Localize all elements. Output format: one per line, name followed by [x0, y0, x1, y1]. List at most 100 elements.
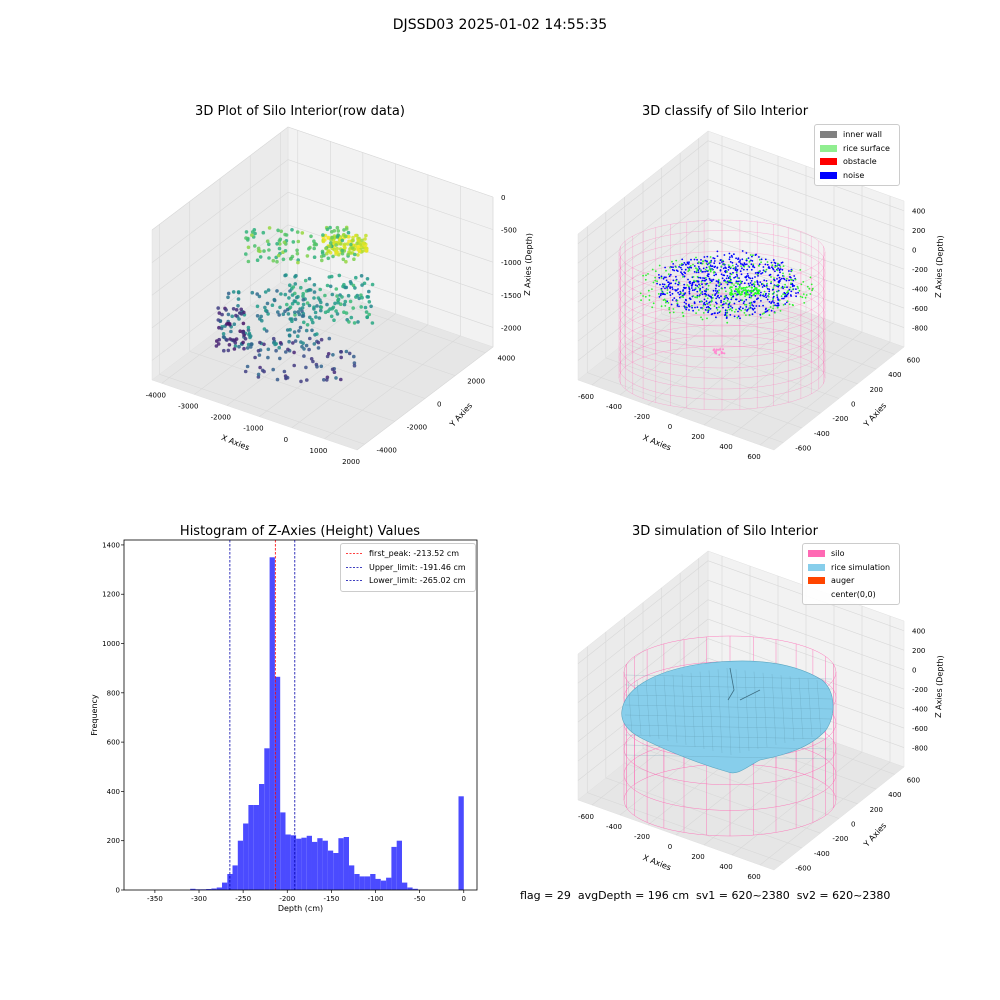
raw-point: [306, 288, 311, 293]
raw-scatter-z-tick-label: -1000: [501, 259, 521, 267]
mesh-line: [627, 681, 633, 734]
rice-surface-point: [707, 269, 710, 272]
noise-point: [719, 269, 722, 271]
rice-surface-point: [748, 260, 751, 263]
raw-point: [295, 251, 300, 256]
rice-surface-point: [773, 285, 775, 287]
noise-point: [793, 275, 796, 277]
noise-point: [720, 273, 723, 276]
raw-point: [246, 328, 251, 332]
raw-point: [290, 228, 294, 232]
raw-point: [293, 299, 298, 304]
raw-point: [258, 255, 263, 259]
raw-point: [334, 243, 338, 247]
noise-point: [683, 262, 686, 264]
mesh-line: [672, 675, 678, 744]
inner-wall-point: [722, 348, 724, 351]
rice-surface-point: [730, 292, 733, 295]
rice-surface-point: [665, 269, 667, 272]
rice-surface-point: [654, 276, 657, 279]
rice-surface-point: [708, 307, 711, 310]
noise-point: [727, 281, 730, 284]
classify-grid-z: [577, 198, 905, 303]
legend-item-noise: noise: [820, 169, 894, 183]
raw-scatter-grid-x: [356, 197, 494, 451]
rice-surface-point: [705, 262, 708, 265]
rice-surface-point: [744, 308, 746, 311]
raw-point: [328, 244, 332, 249]
noise-point: [749, 277, 752, 280]
histogram-bar: [359, 876, 365, 890]
raw-point: [302, 354, 306, 358]
noise-point: [728, 252, 731, 255]
rice-surface-point: [778, 299, 781, 302]
noise-point: [701, 283, 703, 286]
simulation-y-tick-label: 400: [888, 791, 901, 799]
raw-point: [366, 295, 371, 299]
histogram-bar: [259, 784, 265, 890]
raw-point: [233, 344, 238, 348]
rice-surface-point: [730, 286, 733, 289]
noise-point: [781, 268, 784, 271]
noise-point: [705, 278, 708, 281]
raw-scatter-x-axis-label: X Axies: [220, 433, 251, 452]
rice-surface-point: [729, 308, 732, 310]
noise-point: [725, 316, 728, 318]
noise-point: [670, 303, 673, 306]
noise-point: [750, 268, 753, 271]
noise-point: [778, 276, 781, 279]
main-title: DJSSD03 2025-01-02 14:55:35: [392, 17, 608, 33]
raw-point: [304, 365, 308, 370]
raw-scatter-x-tick-label: 0: [284, 436, 288, 444]
raw-point: [318, 287, 323, 292]
histogram-bar: [364, 876, 371, 890]
noise-point: [671, 292, 674, 295]
rice-surface-point: [748, 307, 751, 310]
raw-point: [344, 227, 349, 231]
rice-surface-point: [723, 295, 726, 298]
raw-point: [360, 295, 364, 300]
noise-point: [753, 307, 756, 310]
histogram-y-tick-label: 1400: [102, 541, 120, 549]
raw-point: [300, 306, 305, 310]
mesh-line: [717, 669, 723, 754]
raw-point: [296, 258, 301, 262]
rice-surface-point: [786, 300, 789, 303]
histogram-x-tick-label: -300: [191, 895, 207, 903]
noise-point: [725, 267, 727, 270]
noise-point: [777, 298, 779, 300]
raw-point: [245, 364, 250, 369]
rice-surface-point: [789, 286, 792, 289]
raw-point: [325, 302, 329, 307]
noise-point: [669, 282, 671, 285]
classify-x-tick-label: 200: [691, 433, 704, 441]
raw-point: [307, 276, 312, 281]
raw-point: [327, 249, 331, 253]
noise-point: [750, 263, 753, 266]
noise-point: [751, 260, 754, 262]
histogram-bar: [190, 888, 196, 890]
raw-point: [275, 259, 279, 264]
raw-point: [308, 336, 312, 341]
raw-point: [319, 308, 323, 313]
noise-point: [698, 294, 701, 296]
noise-point: [716, 290, 719, 293]
noise-point: [743, 262, 746, 265]
raw-point: [299, 379, 303, 384]
noise-point: [702, 303, 705, 305]
simulation-y-tick-label: -600: [795, 865, 811, 873]
noise-point: [671, 299, 674, 301]
noise-point: [765, 284, 768, 287]
legend-item-center: center(0,0): [831, 589, 876, 599]
histogram-y-tick-label: 1200: [102, 591, 120, 599]
rice-surface-point: [665, 285, 668, 288]
histogram-bar: [243, 823, 249, 890]
rice-surface-point: [779, 310, 782, 312]
noise-point: [735, 257, 737, 260]
raw-point: [322, 253, 326, 258]
rice-surface-point: [651, 306, 654, 309]
noise-point: [682, 289, 685, 291]
raw-point: [287, 296, 291, 300]
rice-surface-point: [709, 256, 712, 258]
noise-point: [789, 294, 792, 296]
